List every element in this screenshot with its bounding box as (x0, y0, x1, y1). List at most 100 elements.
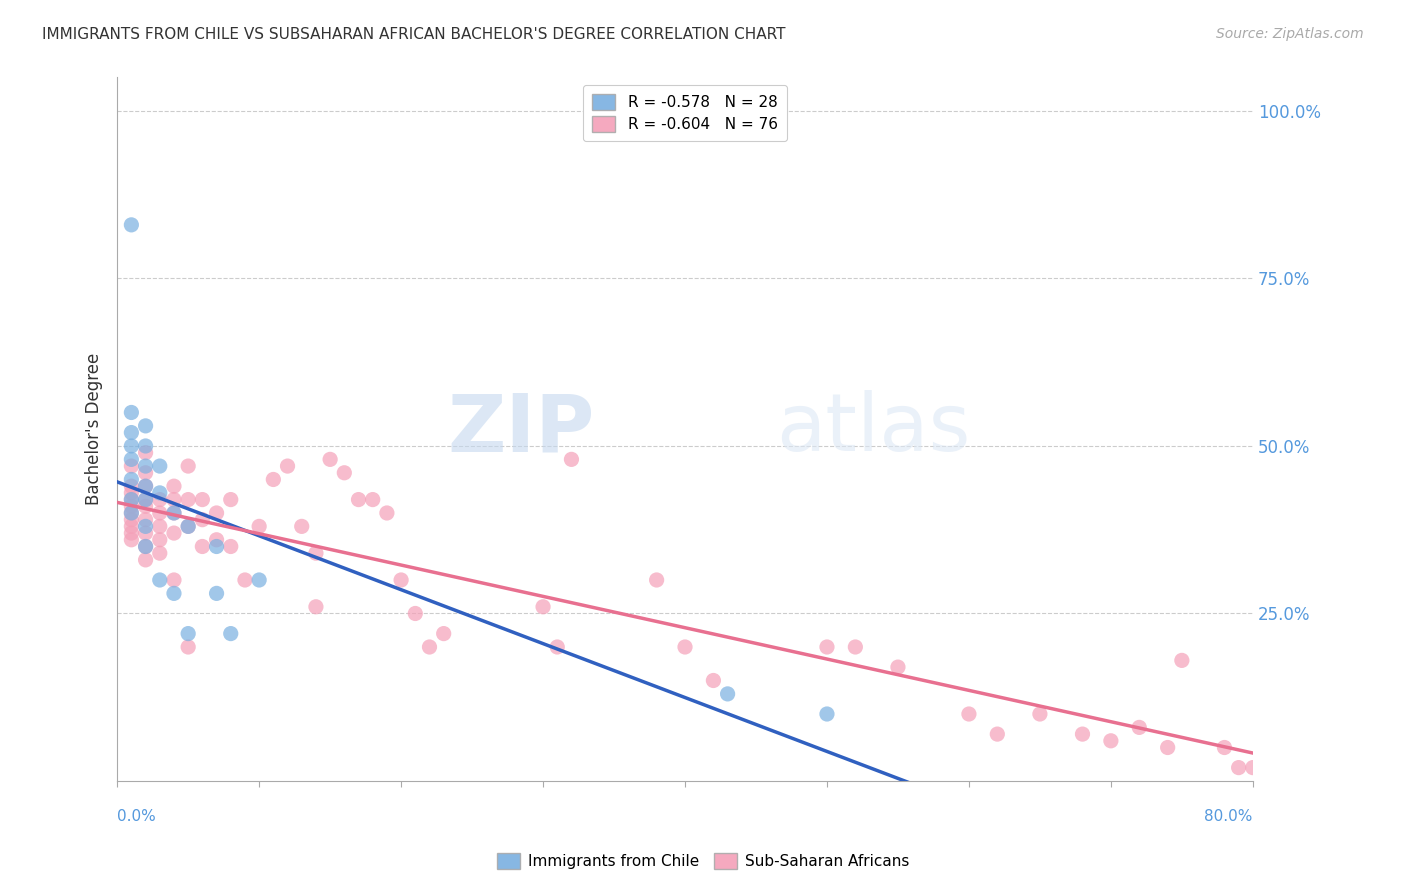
Point (375, 506, 398, 520)
Point (177, 519, 200, 533)
Text: ZIP: ZIP (447, 390, 595, 468)
Point (120, 439, 142, 453)
Point (177, 492, 200, 507)
Point (291, 519, 314, 533)
Point (815, 706, 838, 721)
Point (163, 586, 186, 600)
Point (120, 513, 142, 527)
Point (135, 418, 157, 433)
Point (120, 500, 142, 514)
Point (120, 519, 142, 533)
Point (673, 640, 696, 654)
Point (120, 486, 142, 500)
Point (120, 479, 142, 493)
Point (1241, 761, 1264, 775)
Point (347, 492, 370, 507)
Point (191, 513, 214, 527)
Point (135, 553, 157, 567)
Point (1029, 706, 1052, 721)
Point (277, 459, 299, 474)
Y-axis label: Bachelor's Degree: Bachelor's Degree (86, 353, 103, 506)
Point (135, 459, 157, 474)
Point (205, 533, 228, 547)
Point (219, 492, 242, 507)
Point (702, 673, 724, 688)
Point (815, 640, 838, 654)
Point (120, 492, 142, 507)
Point (205, 586, 228, 600)
Point (135, 439, 157, 453)
Text: atlas: atlas (776, 390, 970, 468)
Point (844, 640, 866, 654)
Point (305, 546, 328, 560)
Point (191, 540, 214, 554)
Point (120, 506, 142, 520)
Point (149, 546, 172, 560)
Point (149, 533, 172, 547)
Point (546, 640, 568, 654)
Point (986, 727, 1008, 741)
Point (262, 473, 284, 487)
Point (177, 626, 200, 640)
Point (120, 218, 142, 232)
Point (319, 452, 342, 467)
Point (135, 479, 157, 493)
Point (1227, 761, 1250, 775)
Point (233, 573, 256, 587)
Point (163, 526, 186, 541)
Legend: R = -0.578   N = 28, R = -0.604   N = 76: R = -0.578 N = 28, R = -0.604 N = 76 (583, 85, 787, 142)
Point (163, 506, 186, 520)
Text: IMMIGRANTS FROM CHILE VS SUBSAHARAN AFRICAN BACHELOR'S DEGREE CORRELATION CHART: IMMIGRANTS FROM CHILE VS SUBSAHARAN AFRI… (42, 27, 786, 42)
Point (120, 425, 142, 440)
Point (120, 473, 142, 487)
Point (163, 573, 186, 587)
Text: 0.0%: 0.0% (117, 809, 156, 824)
Point (389, 573, 412, 587)
Point (205, 506, 228, 520)
Point (135, 466, 157, 480)
Point (1071, 727, 1094, 741)
Point (219, 626, 242, 640)
Point (135, 526, 157, 541)
Point (135, 540, 157, 554)
Point (433, 626, 456, 640)
Point (404, 607, 426, 621)
Point (205, 540, 228, 554)
Point (120, 533, 142, 547)
Point (120, 506, 142, 520)
Point (163, 479, 186, 493)
Point (1156, 740, 1178, 755)
Point (305, 599, 328, 614)
Point (177, 519, 200, 533)
Point (560, 452, 582, 467)
Point (1171, 653, 1194, 667)
Point (135, 492, 157, 507)
Point (163, 492, 186, 507)
Point (1099, 733, 1122, 747)
Point (135, 479, 157, 493)
Point (120, 459, 142, 474)
Point (418, 640, 440, 654)
Point (149, 519, 172, 533)
Point (177, 459, 200, 474)
Point (149, 459, 172, 474)
Point (219, 540, 242, 554)
Point (645, 573, 668, 587)
Point (177, 640, 200, 654)
Point (135, 540, 157, 554)
Point (333, 466, 356, 480)
Point (191, 492, 214, 507)
Text: 80.0%: 80.0% (1205, 809, 1253, 824)
Point (120, 452, 142, 467)
Point (247, 573, 270, 587)
Point (135, 445, 157, 459)
Point (120, 492, 142, 507)
Point (531, 599, 554, 614)
Point (957, 706, 980, 721)
Point (135, 492, 157, 507)
Point (135, 519, 157, 533)
Point (163, 506, 186, 520)
Point (149, 573, 172, 587)
Point (135, 513, 157, 527)
Point (149, 506, 172, 520)
